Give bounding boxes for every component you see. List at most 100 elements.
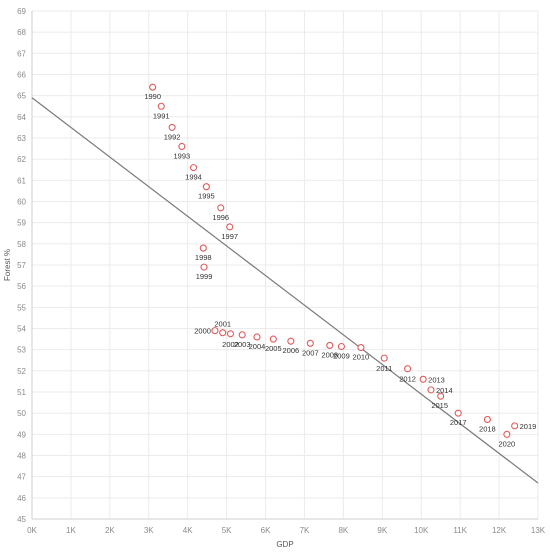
data-point (419, 375, 427, 383)
point-label: 2014 (436, 386, 453, 395)
data-point (149, 83, 157, 91)
y-tick-label: 46 (17, 494, 26, 503)
point-label: 2008 (321, 350, 338, 359)
y-tick-label: 48 (17, 452, 26, 461)
data-point (337, 342, 345, 351)
point-label: 2017 (450, 418, 467, 427)
y-tick-label: 66 (17, 71, 26, 80)
y-tick-label: 45 (17, 515, 26, 524)
y-tick-label: 54 (17, 325, 26, 334)
y-tick-label: 49 (17, 430, 26, 439)
y-tick-label: 55 (17, 303, 26, 312)
point-label: 2002 (222, 340, 239, 349)
data-point (357, 343, 365, 352)
data-point (178, 142, 186, 151)
point-label: 2010 (353, 353, 370, 362)
y-tick-label: 65 (17, 92, 26, 101)
y-axis-title: Forest % (3, 249, 12, 281)
data-point (226, 223, 234, 231)
y-tick-label: 57 (17, 261, 26, 270)
trend-line (31, 97, 539, 484)
point-label: 2020 (499, 439, 516, 448)
data-point (437, 392, 445, 400)
x-tick-label: 5K (222, 526, 232, 535)
point-label: 2001 (214, 320, 231, 329)
data-point (238, 331, 246, 339)
x-tick-label: 8K (338, 526, 348, 535)
axis-layer: 45 46 47 48 49 50 51 52 53 54 55 56 57 58 59 60 61 62 63 64… (17, 7, 546, 535)
label-layer: 1990 1991 1992 1993 1994 1995 1996 1997 1998 1999… (144, 92, 536, 448)
data-point (200, 263, 208, 271)
data-point (168, 123, 176, 131)
data-point (427, 386, 435, 394)
x-tick-label: 7K (300, 526, 310, 535)
y-tick-label: 67 (17, 49, 26, 58)
point-label: 2007 (302, 348, 319, 357)
point-label: 2018 (479, 425, 496, 434)
data-point (269, 335, 277, 343)
y-tick-label: 52 (17, 367, 26, 376)
point-label: 1991 (153, 111, 170, 120)
point-label: 2013 (428, 375, 445, 384)
data-point (511, 422, 519, 430)
data-point (226, 330, 235, 338)
x-tick-label: 3K (144, 526, 154, 535)
data-point (202, 183, 210, 191)
data-point (189, 164, 198, 172)
point-label: 2006 (282, 346, 299, 355)
point-label: 2009 (333, 351, 350, 360)
data-point (306, 339, 314, 347)
x-tick-label: 12K (492, 526, 507, 535)
point-label: 2005 (265, 344, 282, 353)
data-point (157, 102, 165, 110)
point-label: 1999 (196, 272, 213, 281)
y-tick-label: 58 (17, 240, 26, 249)
point-label: 2019 (520, 422, 537, 431)
point-label: 1997 (221, 232, 238, 241)
data-point (217, 204, 225, 212)
point-label: 2015 (431, 401, 448, 410)
grid-layer (31, 10, 539, 520)
data-point (380, 354, 388, 362)
x-tick-label: 9K (377, 526, 387, 535)
x-tick-label: 4K (183, 526, 193, 535)
point-label: 2012 (399, 375, 416, 384)
data-point (503, 430, 511, 438)
y-tick-label: 53 (17, 346, 26, 355)
trend-layer (31, 97, 539, 484)
data-point (211, 327, 219, 335)
y-tick-label: 60 (17, 198, 26, 207)
y-tick-label: 51 (17, 388, 26, 397)
x-tick-label: 1K (66, 526, 76, 535)
data-point (483, 415, 491, 424)
data-point (404, 365, 412, 373)
point-label: 1995 (198, 192, 215, 201)
x-tick-label: 0K (27, 526, 37, 535)
y-tick-label: 63 (17, 134, 26, 143)
point-label: 1993 (174, 151, 191, 160)
data-point (287, 337, 295, 345)
y-tick-label: 50 (17, 409, 26, 418)
data-point (326, 341, 334, 349)
point-label: 1998 (195, 253, 212, 262)
data-point (454, 409, 462, 417)
point-label: 1996 (212, 213, 229, 222)
y-tick-label: 59 (17, 219, 26, 228)
point-label: 2011 (376, 364, 392, 373)
data-point (199, 244, 207, 252)
x-axis-title: GDP (276, 540, 293, 549)
x-tick-label: 6K (261, 526, 271, 535)
y-tick-label: 64 (17, 113, 26, 122)
x-tick-label: 2K (105, 526, 115, 535)
data-point (253, 333, 261, 341)
data-point (219, 329, 227, 337)
point-label: 1994 (185, 173, 202, 182)
point-label: 1990 (144, 92, 161, 101)
x-tick-label: 11K (453, 526, 467, 535)
y-tick-label: 47 (17, 473, 26, 482)
y-tick-label: 69 (17, 7, 26, 16)
x-tick-label: 10K (414, 526, 429, 535)
point-label: 1992 (164, 132, 181, 141)
y-tick-label: 61 (17, 176, 26, 185)
